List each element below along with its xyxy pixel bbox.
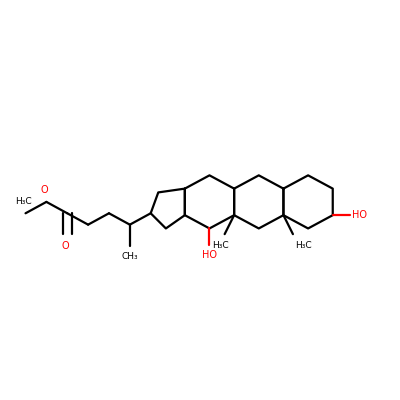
Text: CH₃: CH₃ — [122, 252, 138, 261]
Text: O: O — [41, 185, 48, 195]
Text: H₃C: H₃C — [15, 198, 32, 206]
Text: H₃C: H₃C — [296, 241, 312, 250]
Text: O: O — [62, 241, 69, 251]
Text: HO: HO — [202, 250, 217, 260]
Text: H₃C: H₃C — [212, 241, 229, 250]
Text: HO: HO — [352, 210, 368, 220]
